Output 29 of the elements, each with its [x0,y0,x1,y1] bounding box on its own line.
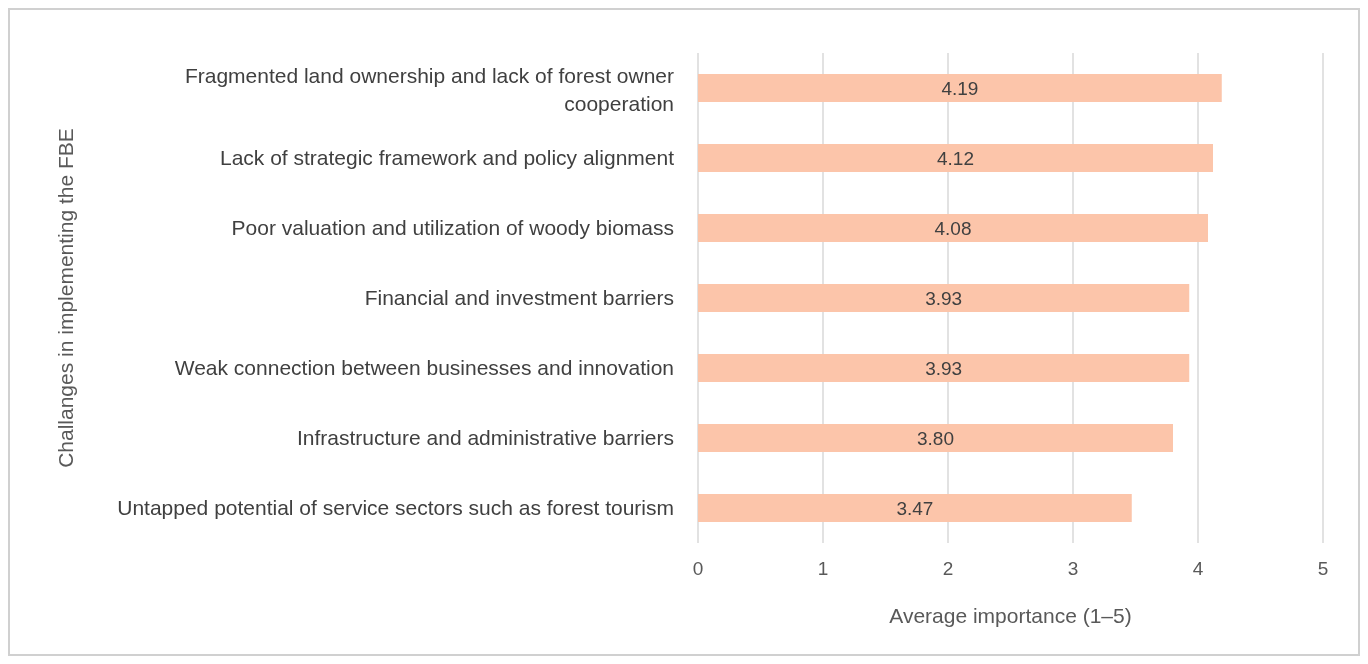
data-label: 3.93 [925,357,963,379]
bar [698,144,1213,172]
y-tick-label: Financial and investment barriers [364,286,674,310]
data-label: 3.47 [896,497,934,519]
y-tick-label: Infrastructure and administrative barriers [297,426,674,450]
x-tick-label: 3 [1067,558,1079,579]
data-label: 4.12 [937,147,974,169]
data-label: 4.08 [934,217,972,239]
y-tick-label: Weak connection between businesses and innovation [174,356,674,380]
y-tick-label: Untapped potential of service sectors such as forest tourism [117,496,674,520]
data-label: 3.80 [917,427,954,449]
x-axis-title: Average importance (1–5) [889,604,1132,627]
x-tick-label: 5 [1317,558,1329,579]
y-tick-label: Lack of strategic framework and policy alignment [219,146,675,170]
y-tick-label: Poor valuation and utilization of woody biomass [231,216,674,240]
data-label: 3.93 [925,287,963,309]
data-label: 4.19 [941,77,979,99]
bar [698,494,1132,522]
bar [698,424,1173,452]
x-tick-label: 0 [692,558,704,579]
x-tick-label: 4 [1192,558,1204,579]
x-tick-label: 2 [942,558,954,579]
bar [698,74,1222,102]
y-axis-title: Challanges in implementing the FBE [54,128,77,468]
x-tick-label: 1 [817,558,829,579]
bar [698,354,1190,382]
y-tick-label: Fragmented land ownership and lack of forest owner cooperation [184,64,674,116]
bar [698,214,1208,242]
bar [698,284,1190,312]
